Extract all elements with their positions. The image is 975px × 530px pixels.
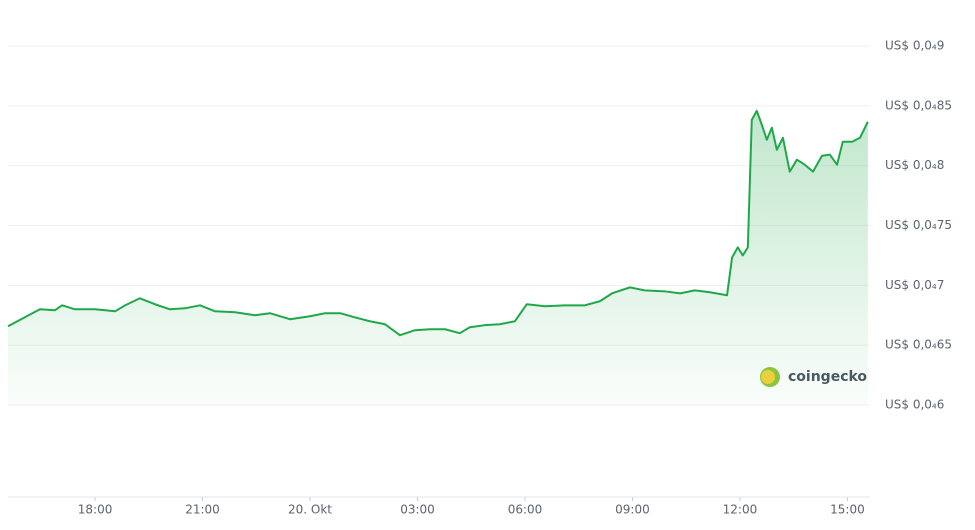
price-line bbox=[7, 109, 869, 337]
y-tick-label: US$ 0,0₄75 bbox=[885, 218, 952, 232]
x-tick-label: 20. Okt bbox=[288, 503, 332, 517]
x-tick-label: 21:00 bbox=[185, 503, 220, 517]
area-fill bbox=[8, 110, 868, 406]
y-tick-label: US$ 0,0₄8 bbox=[885, 158, 944, 172]
x-tick-label: 12:00 bbox=[723, 503, 758, 517]
x-tick-label: 09:00 bbox=[615, 503, 650, 517]
y-tick-label: US$ 0,0₄7 bbox=[885, 278, 944, 292]
x-tick-label: 15:00 bbox=[830, 503, 865, 517]
y-tick-label: US$ 0,0₄85 bbox=[885, 98, 952, 112]
y-tick-label: US$ 0,0₄6 bbox=[885, 398, 944, 412]
y-tick-label: US$ 0,0₄9 bbox=[885, 39, 944, 53]
x-tick-label: 03:00 bbox=[400, 503, 435, 517]
x-tick-label: 18:00 bbox=[78, 503, 113, 517]
x-tick-label: 06:00 bbox=[508, 503, 543, 517]
y-tick-label: US$ 0,0₄65 bbox=[885, 338, 952, 352]
